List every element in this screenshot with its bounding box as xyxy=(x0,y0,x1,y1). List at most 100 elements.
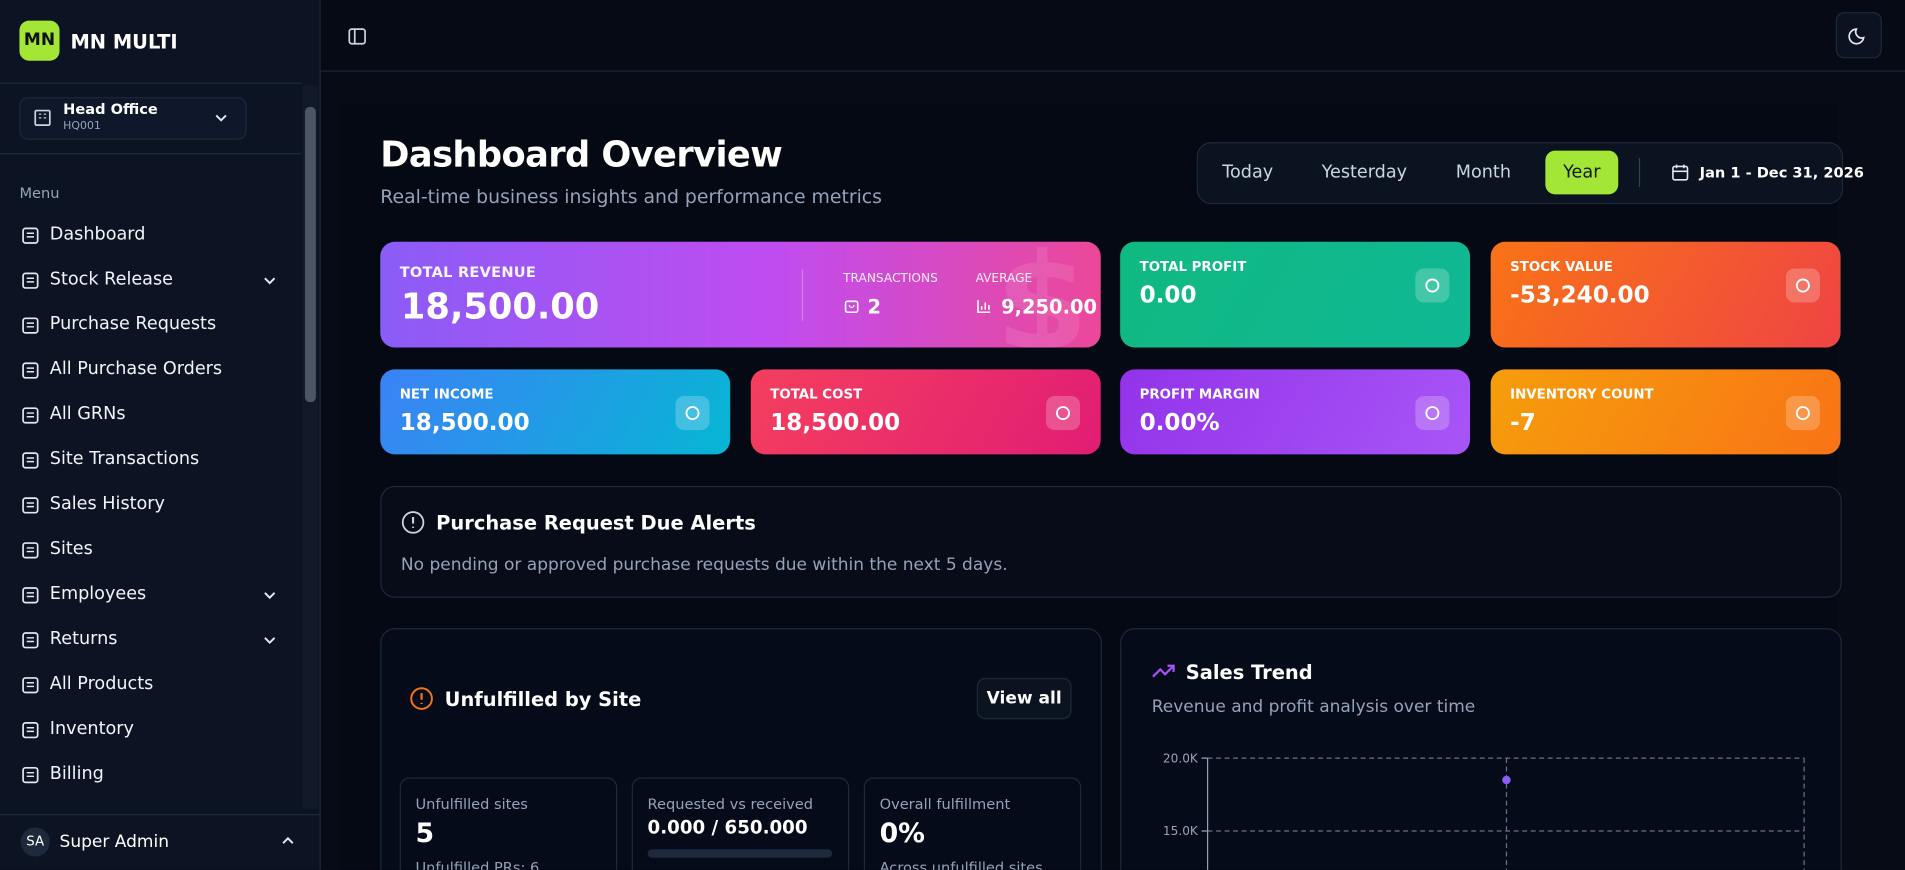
metric-value: 18,500.00 xyxy=(770,409,901,437)
menu-item[interactable]: Site Transactions xyxy=(49,449,200,469)
divider xyxy=(0,153,302,155)
period-active-bg xyxy=(1545,150,1619,195)
trend-icon xyxy=(1152,664,1175,678)
stat-box xyxy=(631,777,850,870)
theme-toggle[interactable] xyxy=(1835,12,1882,59)
menu-item[interactable]: Stock Release xyxy=(49,269,174,290)
stat-label: Unfulfilled sites xyxy=(415,795,528,813)
separator xyxy=(1638,157,1641,188)
metric-value: -7 xyxy=(1510,409,1536,437)
view-all-button[interactable]: View all xyxy=(976,677,1072,720)
metric-icon-box xyxy=(1046,396,1081,431)
avatar: SA xyxy=(20,827,50,857)
menu-icon xyxy=(22,362,39,379)
menu-item[interactable]: Dashboard xyxy=(49,224,146,245)
separator xyxy=(801,269,804,321)
alert-text: No pending or approved purchase requests… xyxy=(400,555,1008,575)
chart-icon xyxy=(977,300,991,314)
period-button[interactable]: Today xyxy=(1222,162,1274,183)
menu-item[interactable]: Inventory xyxy=(49,719,134,739)
sidebar-toggle[interactable] xyxy=(347,27,366,46)
stat-label: Overall fulfillment xyxy=(879,795,1011,813)
brand: MN MULTI xyxy=(70,30,178,54)
y-tick-label: 20.0K xyxy=(1163,751,1199,765)
revenue-card: $ xyxy=(380,241,1101,348)
building-icon xyxy=(34,109,51,126)
watermark: $ xyxy=(995,241,1089,348)
metric-label: INVENTORY COUNT xyxy=(1510,386,1654,403)
period-button[interactable]: Yesterday xyxy=(1321,162,1408,183)
metric-label: TOTAL COST xyxy=(770,386,863,403)
menu-item[interactable]: All Products xyxy=(49,674,154,694)
menu-item[interactable]: Purchase Requests xyxy=(49,314,217,335)
moon-icon xyxy=(1848,28,1865,45)
chevron xyxy=(264,277,276,285)
metric-label: PROFIT MARGIN xyxy=(1139,386,1260,403)
topbar xyxy=(320,0,1905,72)
menu-label: Menu xyxy=(19,184,60,202)
chevron xyxy=(215,114,227,122)
metric-icon xyxy=(1056,406,1071,421)
unfulfilled-panel xyxy=(380,628,1102,870)
branch-code: HQ001 xyxy=(63,120,101,133)
bag-icon xyxy=(844,300,859,314)
metric-card xyxy=(380,369,731,455)
average-value: 9,250.00 xyxy=(1001,295,1097,319)
sales-chart: 20.0K 15.0K xyxy=(1163,751,1805,870)
divider xyxy=(0,813,320,816)
stat-note: Unfulfilled PRs: 6 xyxy=(415,858,540,870)
menu-item[interactable]: Employees xyxy=(49,584,147,604)
branch-selector[interactable] xyxy=(19,97,247,140)
sidebar xyxy=(0,0,321,870)
metric-value: -53,240.00 xyxy=(1510,281,1650,309)
menu-icon xyxy=(22,587,39,604)
stat-value: 0.000 / 650.000 xyxy=(647,816,808,839)
menu-icon xyxy=(22,632,39,649)
menu-item[interactable]: Sales History xyxy=(49,494,165,514)
menu-icon xyxy=(22,407,39,424)
user-name[interactable]: Super Admin xyxy=(59,832,169,852)
period-selector xyxy=(1196,142,1844,205)
metric-icon-box xyxy=(1415,396,1450,431)
menu-item[interactable]: Sites xyxy=(49,539,93,559)
calendar-icon xyxy=(1672,164,1689,181)
transactions-label: TRANSACTIONS xyxy=(843,272,938,286)
sales-trend-panel xyxy=(1120,628,1842,870)
menu-item[interactable]: All Purchase Orders xyxy=(49,359,223,380)
logo: MN xyxy=(19,20,60,61)
menu-item[interactable]: Billing xyxy=(49,764,104,784)
metric-card xyxy=(1120,241,1471,348)
stat-label: Requested vs received xyxy=(647,795,814,813)
sales-trend-title: Sales Trend xyxy=(1185,660,1313,684)
metric-card xyxy=(750,369,1101,455)
menu-icon xyxy=(22,272,39,289)
period-button[interactable]: Year xyxy=(1563,162,1601,183)
menu-item[interactable]: Returns xyxy=(49,629,118,649)
stat-value: 5 xyxy=(415,818,435,850)
menu-icon xyxy=(22,317,39,334)
menu-icon xyxy=(22,452,39,469)
warning-icon xyxy=(410,687,433,710)
date-range[interactable]: Jan 1 - Dec 31, 2026 xyxy=(1699,164,1864,182)
stat-value: 0% xyxy=(879,818,925,850)
revenue-value: 18,500.00 xyxy=(400,285,600,327)
metric-icon xyxy=(685,406,700,421)
scrollbar-thumb[interactable] xyxy=(304,106,316,403)
chevron xyxy=(264,637,276,645)
stat-box xyxy=(399,777,618,870)
chevron xyxy=(282,836,294,844)
menu-item[interactable]: All GRNs xyxy=(49,404,126,425)
chevron xyxy=(264,592,276,600)
sales-trend-subtitle: Revenue and profit analysis over time xyxy=(1151,697,1476,717)
stat-note: Across unfulfilled sites xyxy=(879,858,1043,870)
alert-title: Purchase Request Due Alerts xyxy=(436,511,756,535)
page-subtitle: Real-time business insights and performa… xyxy=(380,185,882,208)
stat-box xyxy=(863,777,1082,870)
metric-value: 0.00 xyxy=(1139,281,1197,309)
period-button[interactable]: Month xyxy=(1455,162,1511,183)
menu-icon xyxy=(22,542,39,559)
metric-icon xyxy=(1795,278,1810,293)
alert-panel xyxy=(380,485,1842,598)
metric-card xyxy=(1120,369,1471,455)
